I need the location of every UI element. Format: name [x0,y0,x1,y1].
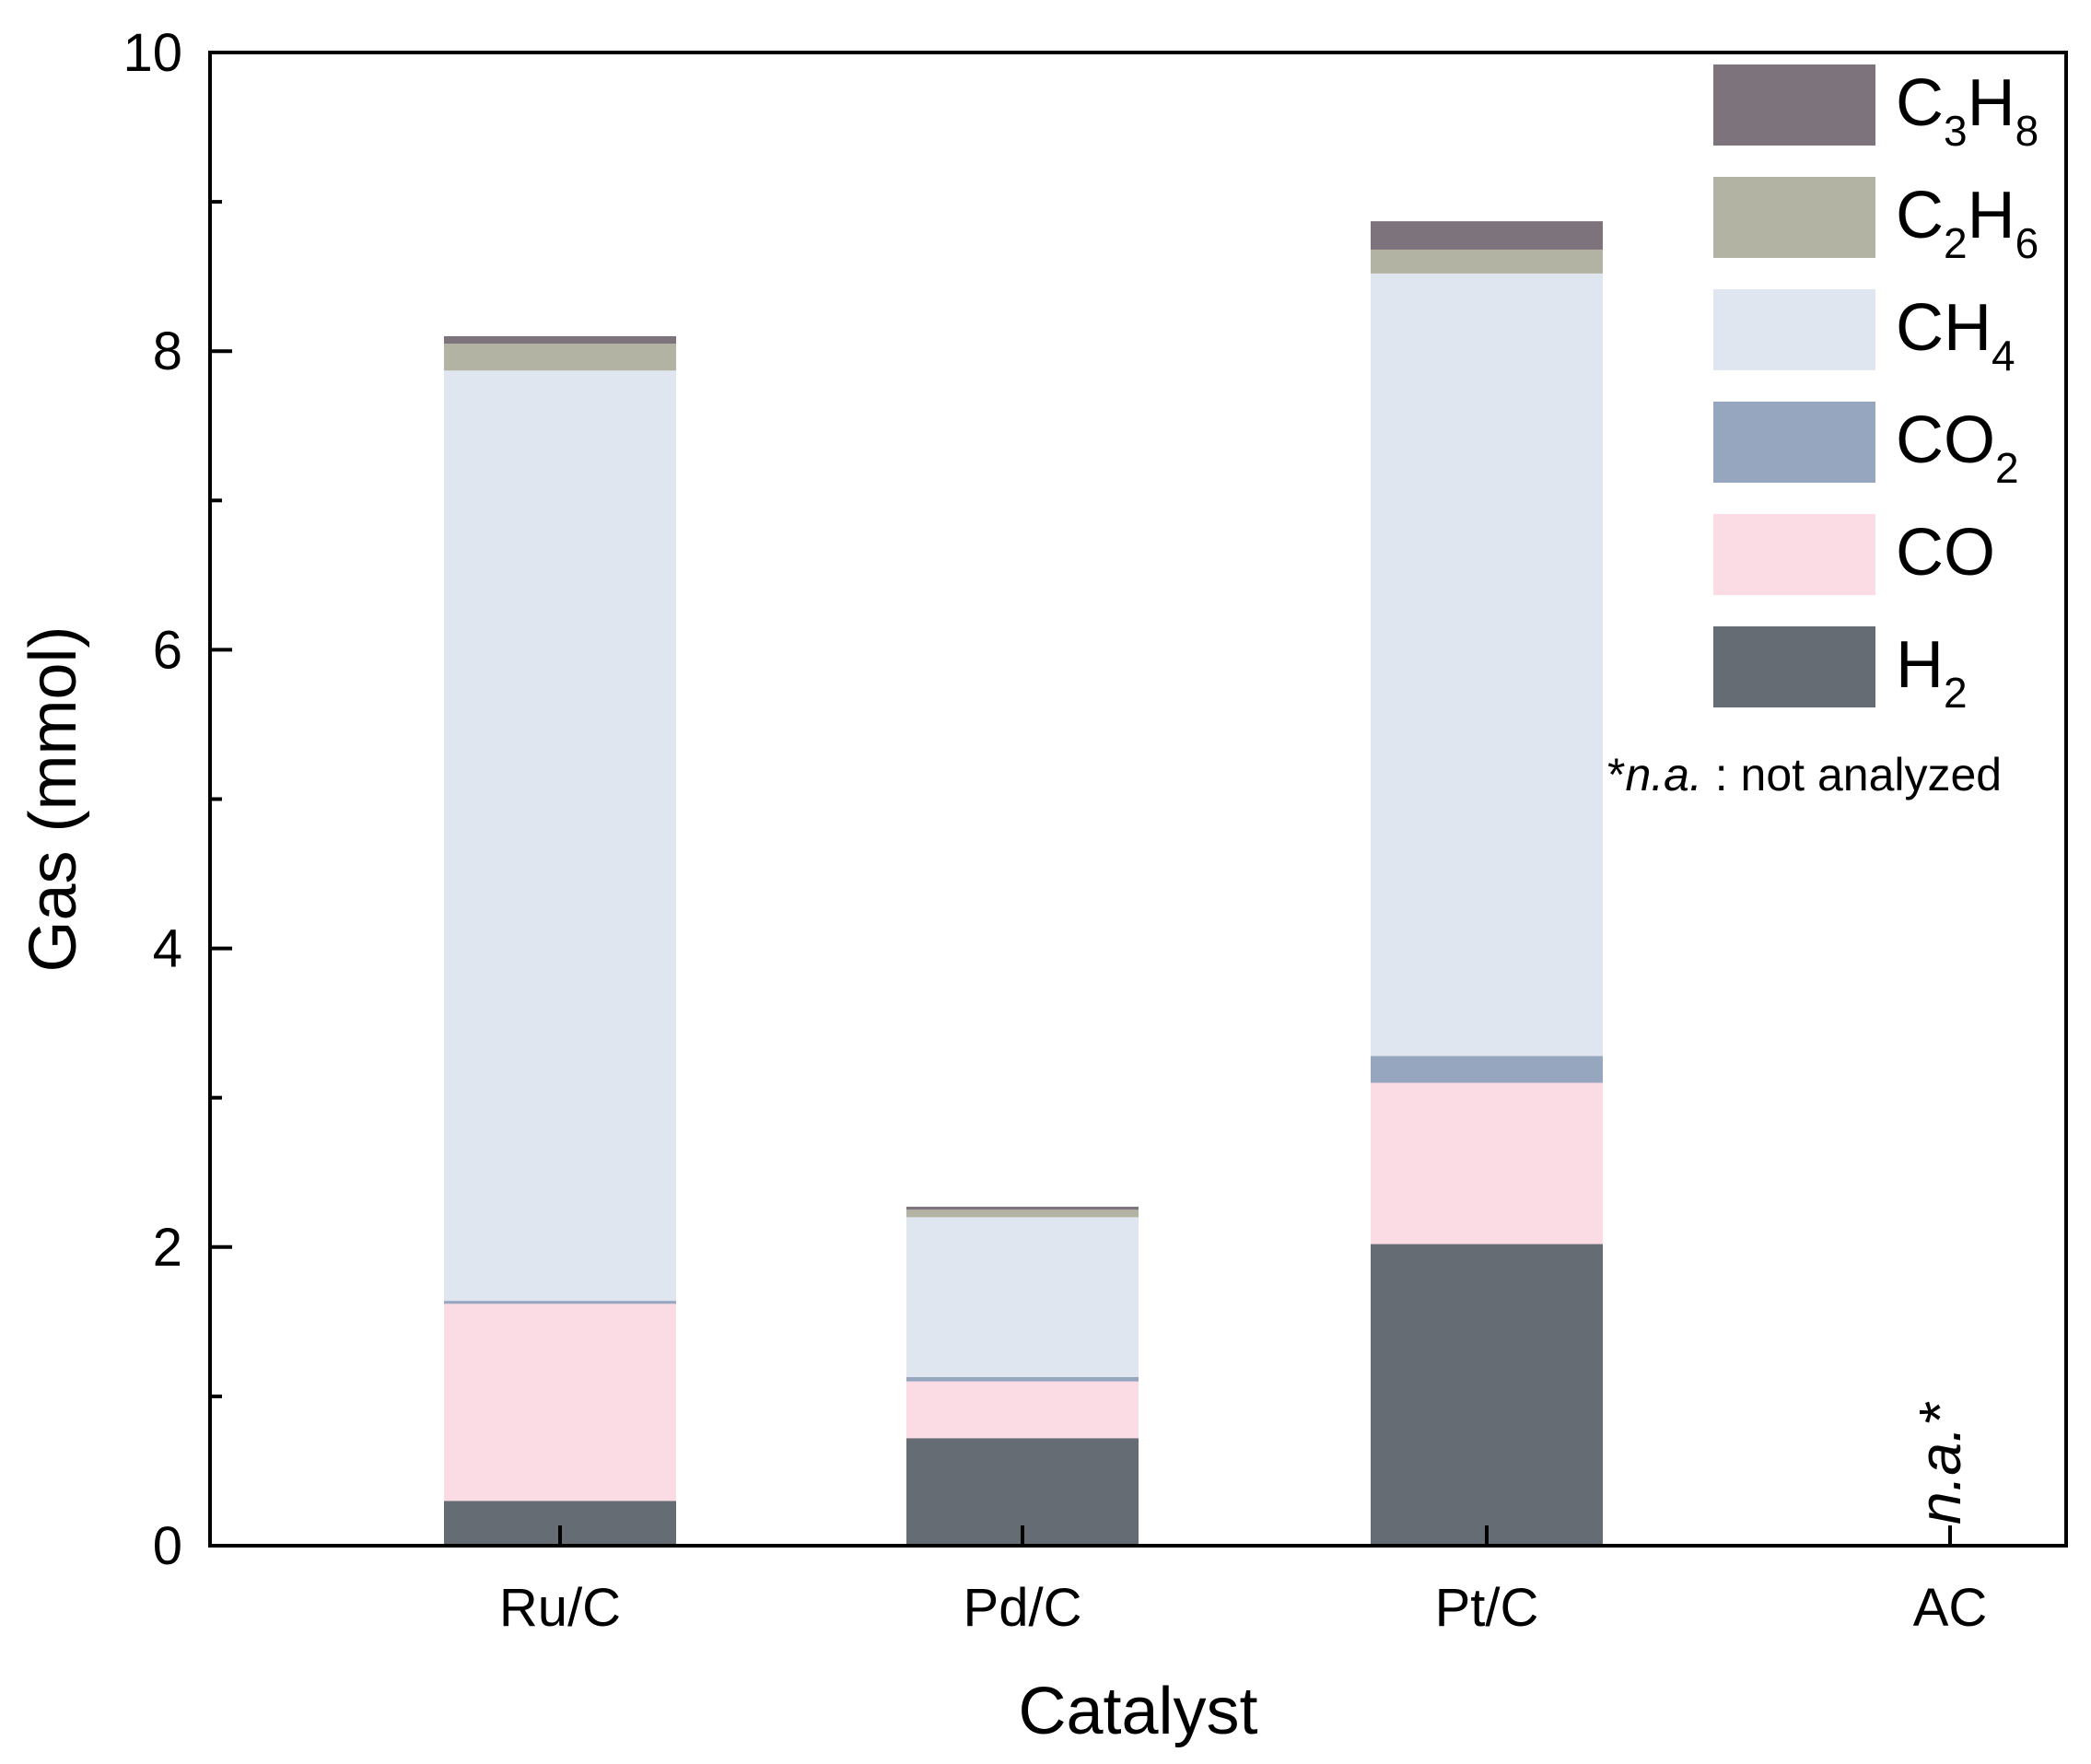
bar-segment-ch4-ptc [1371,273,1603,1057]
bar-segment-h2-ptc [1371,1244,1603,1546]
legend-label-co: CO [1896,516,1995,590]
y-tick-label: 0 [153,1516,182,1576]
legend-swatch-ch4 [1713,289,1875,370]
x-tick-labels-group: Ru/C Pd/C Pt/C AC [499,1525,1987,1638]
bar-segment-co2-ptc [1371,1056,1603,1083]
y-tick-label: 8 [153,321,182,381]
ac-annotation: n.a.* [1907,1401,1973,1525]
bar-segment-co2-ruc [444,1301,676,1304]
note-rest: : not analyzed [1702,749,2002,800]
legend-label-co2: CO2 [1896,403,2019,492]
bar-segment-ch4-pdc [906,1217,1139,1377]
plot-frame [208,51,2068,1548]
legend: C3H8 C2H6 CH4 CO2 CO H2 [1713,64,2038,717]
y-axis-title: Gas (mmol) [17,626,90,973]
bar-segment-co-ruc [444,1303,676,1501]
bar-segment-c3h8-ruc [444,335,676,345]
legend-label-c2h6: C2H6 [1896,179,2038,267]
bar-segment-co-ptc [1371,1082,1603,1244]
bar-segment-c2h6-ptc [1371,249,1603,274]
bars-group [444,221,1603,1546]
legend-label-ch4: CH4 [1896,291,2015,380]
x-tick-label: Pt/C [1435,1578,1539,1638]
legend-label-c3h8: C3H8 [1896,66,2038,155]
y-tick-label: 4 [153,919,182,979]
legend-note: *n.a. : not analyzed [1607,749,2002,800]
y-tick-label: 6 [153,620,182,680]
bar-segment-co2-pdc [906,1376,1139,1382]
y-tick-label: 10 [123,23,182,83]
x-tick-label: Pd/C [964,1578,1082,1638]
legend-swatch-h2 [1713,626,1875,707]
bar-segment-co-pdc [906,1381,1139,1439]
legend-label-h2: H2 [1896,628,1968,717]
y-tick-label: 2 [153,1218,182,1278]
bar-segment-c2h6-pdc [906,1209,1139,1218]
x-axis-title: Catalyst [1018,1675,1257,1748]
note-star: * [1607,749,1625,800]
legend-swatch-co [1713,514,1875,595]
note-italic: n.a. [1625,749,1701,800]
legend-swatch-c2h6 [1713,177,1875,258]
y-ticks-group: 0 2 4 6 8 10 [123,23,232,1576]
bar-segment-ch4-ruc [444,370,676,1302]
legend-swatch-co2 [1713,402,1875,483]
bar-segment-c2h6-ruc [444,344,676,371]
x-tick-label: AC [1913,1578,1988,1638]
bar-segment-c3h8-ptc [1371,221,1603,250]
x-tick-label: Ru/C [499,1578,621,1638]
bar-segment-c3h8-pdc [906,1207,1139,1210]
legend-swatch-c3h8 [1713,64,1875,146]
